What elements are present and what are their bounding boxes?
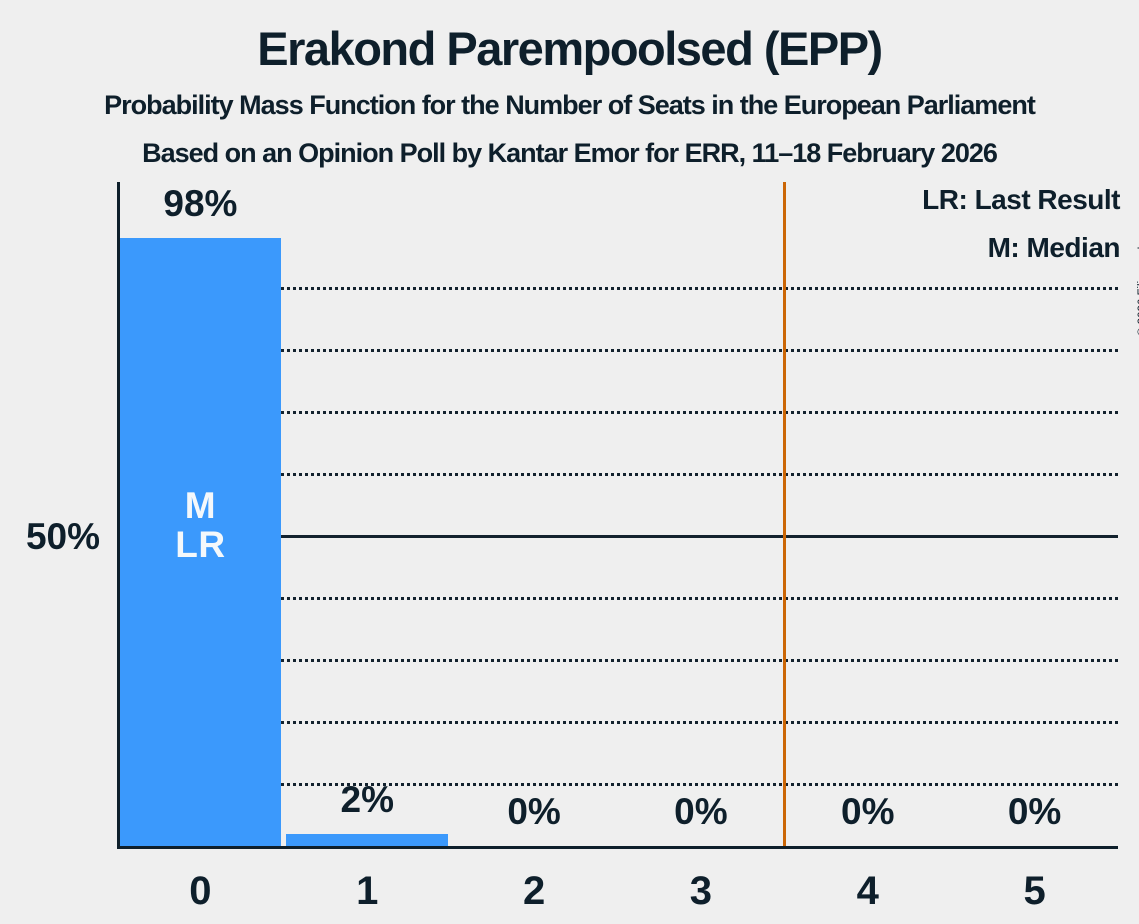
bar-value-label-4: 0% [841, 791, 895, 832]
page-title: Erakond Parempoolsed (EPP) [257, 22, 883, 75]
gridline-40-percent [118, 596, 1118, 600]
bar-value-label-1: 2% [340, 778, 394, 820]
gridline-70-percent [118, 410, 1118, 414]
y-axis-50-percent-label: 50% [25, 516, 100, 557]
chart-subtitle: Probability Mass Function for the Number… [104, 90, 1036, 120]
probability-bar-0 [119, 238, 282, 846]
x-tick-label-3: 3 [689, 869, 713, 913]
gridline-90-percent [118, 286, 1118, 290]
x-tick-label-4: 4 [856, 869, 879, 913]
x-axis-line [117, 846, 1118, 849]
poll-source-subtitle: Based on an Opinion Poll by Kantar Emor … [142, 138, 998, 168]
x-tick-label-2: 2 [522, 869, 546, 913]
median-marker-label: M [184, 485, 217, 526]
x-tick-label-0: 0 [189, 869, 212, 913]
x-tick-label-1: 1 [356, 869, 379, 913]
gridline-60-percent [118, 472, 1118, 476]
bar-value-label-5: 0% [1007, 791, 1062, 832]
last-result-threshold-line [782, 182, 786, 846]
y-axis-line [117, 182, 120, 849]
probability-bar-1 [286, 833, 449, 846]
legend-median: M: Median [987, 232, 1121, 263]
x-tick-label-5: 5 [1023, 869, 1046, 913]
last-result-marker-label: LR [175, 524, 226, 565]
bar-value-label-0: 98% [163, 183, 238, 225]
gridline-20-percent [118, 720, 1118, 724]
median-last-result-annotation: M LR [117, 486, 284, 564]
gridline-80-percent [118, 348, 1118, 352]
bar-value-label-2: 0% [507, 791, 561, 832]
legend-last-result: LR: Last Result [922, 184, 1120, 215]
fifty-percent-line [118, 534, 1118, 538]
gridline-30-percent [118, 658, 1118, 662]
bar-value-label-3: 0% [674, 791, 728, 832]
gridline-10-percent [118, 782, 1118, 786]
